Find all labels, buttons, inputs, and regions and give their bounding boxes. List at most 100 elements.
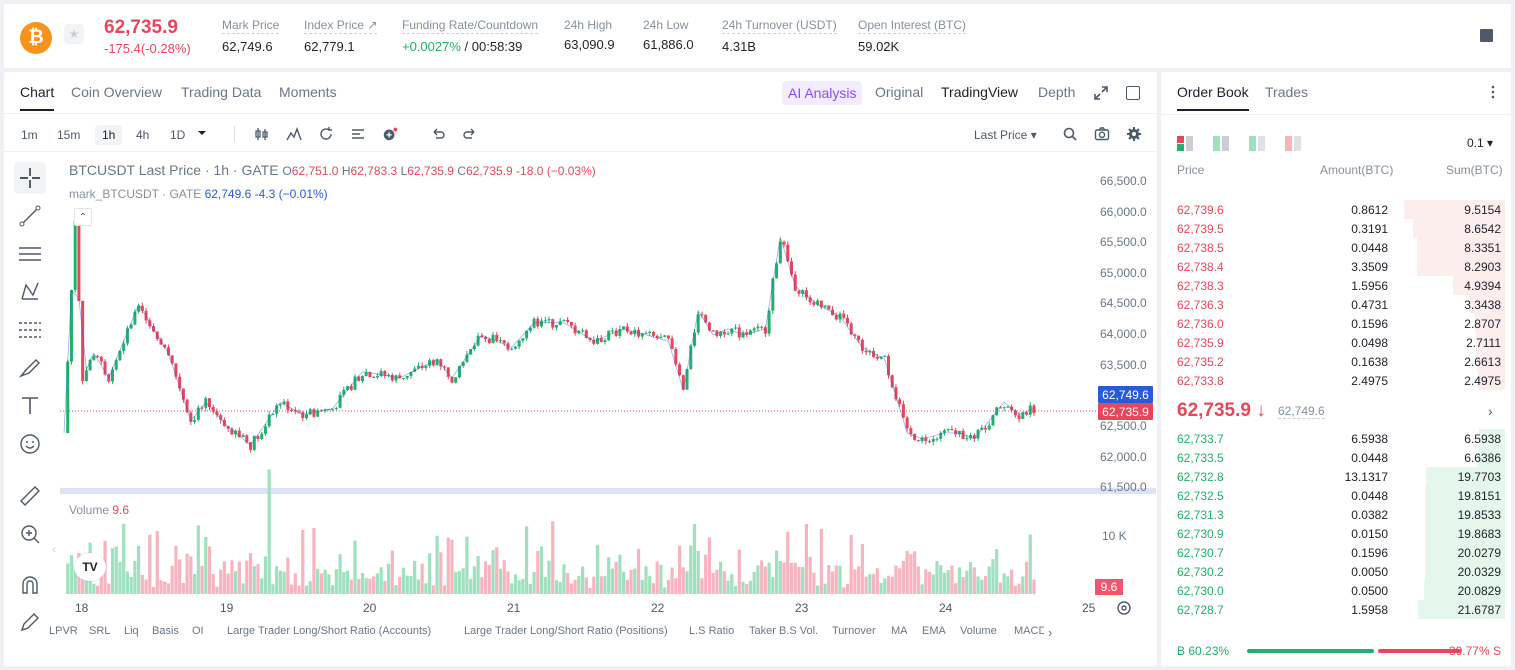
interval-4h[interactable]: 4h <box>136 128 150 142</box>
bid-row[interactable]: 62,732.8 13.1317 19.7703 <box>1161 467 1511 486</box>
expand-icon[interactable] <box>1094 86 1108 100</box>
ask-row[interactable]: 62,736.0 0.1596 2.8707 <box>1161 314 1511 333</box>
ask-row[interactable]: 62,739.6 0.8612 9.5154 <box>1161 200 1511 219</box>
refresh-icon[interactable] <box>318 126 334 142</box>
favorite-star-icon[interactable]: ★ <box>64 24 84 44</box>
bid-row[interactable]: 62,728.7 1.5958 21.6787 <box>1161 600 1511 619</box>
emoji-tool-icon[interactable] <box>14 428 46 460</box>
volume-bar <box>838 565 842 594</box>
ask-row[interactable]: 62,735.2 0.1638 2.6613 <box>1161 352 1511 371</box>
ask-row[interactable]: 62,733.8 2.4975 2.4975 <box>1161 371 1511 390</box>
redo-icon[interactable] <box>462 126 478 142</box>
trend-line-tool-icon[interactable] <box>14 200 46 232</box>
more-vertical-icon[interactable] <box>1491 85 1495 99</box>
ask-row[interactable]: 62,738.5 0.0448 8.3351 <box>1161 238 1511 257</box>
pane-separator[interactable] <box>60 488 1156 494</box>
indicator-item[interactable]: Large Trader Long/Short Ratio (Accounts) <box>227 625 432 637</box>
tab-trading-data[interactable]: Trading Data <box>181 84 262 100</box>
collapse-left-icon[interactable]: ‹ <box>52 542 56 556</box>
axis-settings-icon[interactable] <box>1116 600 1132 616</box>
chevron-down-icon[interactable] <box>197 128 207 138</box>
bid-row[interactable]: 62,730.0 0.0500 20.0829 <box>1161 581 1511 600</box>
magnet-tool-icon[interactable] <box>14 570 46 602</box>
tab-order-book[interactable]: Order Book <box>1177 84 1249 111</box>
volume-bar <box>610 568 615 594</box>
interval-15m[interactable]: 15m <box>57 128 81 142</box>
tab-moments[interactable]: Moments <box>279 84 337 100</box>
ask-row[interactable]: 62,735.9 0.0498 2.7111 <box>1161 333 1511 352</box>
indicator-item[interactable]: Volume <box>960 625 997 637</box>
indicators-icon[interactable] <box>286 126 302 142</box>
indicator-item[interactable]: LPVR <box>49 625 78 637</box>
book-mode-both-icon[interactable] <box>1177 136 1193 151</box>
list-settings-icon[interactable] <box>350 126 366 142</box>
indicator-item[interactable]: Large Trader Long/Short Ratio (Positions… <box>464 625 668 637</box>
view-original[interactable]: Original <box>875 84 924 100</box>
gear-icon[interactable] <box>1126 126 1142 142</box>
interval-1d[interactable]: 1D <box>170 128 186 142</box>
undo-icon[interactable] <box>430 126 446 142</box>
indicator-item[interactable]: EMA <box>922 625 946 637</box>
indicator-item[interactable]: Basis <box>152 625 179 637</box>
fib-tool-icon[interactable] <box>14 314 46 346</box>
bid-row[interactable]: 62,730.2 0.0050 20.0329 <box>1161 562 1511 581</box>
pencil-tool-icon[interactable] <box>14 606 46 638</box>
candle-body <box>599 338 603 343</box>
zoom-tool-icon[interactable] <box>14 518 46 550</box>
interval-1h[interactable]: 1h <box>95 125 123 145</box>
chevron-right-icon[interactable]: › <box>1048 625 1053 640</box>
search-icon[interactable] <box>1062 126 1078 142</box>
book-icon[interactable] <box>1480 29 1493 42</box>
book-mode-bids-icon[interactable] <box>1213 136 1229 151</box>
camera-icon[interactable] <box>1094 126 1110 142</box>
indicator-item[interactable]: MA <box>891 625 908 637</box>
volume-bar <box>289 584 294 594</box>
indicator-item[interactable]: Turnover <box>832 625 876 637</box>
bid-row[interactable]: 62,733.5 0.0448 6.6386 <box>1161 448 1511 467</box>
candle-body <box>469 349 473 355</box>
bid-row[interactable]: 62,733.7 6.5938 6.5938 <box>1161 429 1511 448</box>
text-tool-icon[interactable] <box>14 390 46 422</box>
indicator-item[interactable]: Taker B.S Vol. <box>749 625 819 637</box>
add-indicator-icon[interactable] <box>382 126 398 142</box>
bid-row[interactable]: 62,732.5 0.0448 19.8151 <box>1161 486 1511 505</box>
bid-row[interactable]: 62,730.9 0.0150 19.8683 <box>1161 524 1511 543</box>
tab-coin-overview[interactable]: Coin Overview <box>71 84 163 100</box>
view-depth[interactable]: Depth <box>1038 84 1076 100</box>
candlestick-chart[interactable] <box>4 72 1157 666</box>
candle-body <box>845 317 849 324</box>
candle-body <box>857 335 861 340</box>
collapse-legend-icon[interactable]: ⌃ <box>74 208 92 226</box>
pattern-tool-icon[interactable] <box>14 276 46 308</box>
crosshair-tool-icon[interactable] <box>14 162 46 194</box>
ask-row[interactable]: 62,738.3 1.5956 4.9394 <box>1161 276 1511 295</box>
volume-bar <box>498 568 503 594</box>
ai-analysis-button[interactable]: A͏I Analysis <box>782 81 863 105</box>
chevron-right-icon[interactable]: › <box>1488 403 1493 419</box>
indicator-item[interactable]: L.S Ratio <box>689 625 735 637</box>
fullscreen-icon[interactable] <box>1126 86 1140 100</box>
indicator-item[interactable]: OI <box>192 625 204 637</box>
ask-row[interactable]: 62,739.5 0.3191 8.6542 <box>1161 219 1511 238</box>
indicator-item[interactable]: SRL <box>89 625 111 637</box>
bid-row[interactable]: 62,730.7 0.1596 20.0279 <box>1161 543 1511 562</box>
ruler-tool-icon[interactable] <box>14 480 46 512</box>
tab-trades[interactable]: Trades <box>1265 84 1309 100</box>
candle-body <box>793 274 797 291</box>
book-mode-bids-alt-icon[interactable] <box>1249 136 1265 151</box>
interval-1m[interactable]: 1m <box>21 128 38 142</box>
tab-chart[interactable]: Chart <box>20 84 55 111</box>
ask-row[interactable]: 62,738.4 3.3509 8.2903 <box>1161 257 1511 276</box>
bid-row[interactable]: 62,731.3 0.0382 19.8533 <box>1161 505 1511 524</box>
book-mode-asks-icon[interactable] <box>1285 136 1301 151</box>
candle-type-icon[interactable] <box>254 126 270 142</box>
index-price-stat[interactable]: Index Price ↗ 62,779.1 <box>304 18 378 54</box>
view-tradingview[interactable]: TradingView <box>941 84 1019 100</box>
indicator-item[interactable]: Liq <box>124 625 139 637</box>
brush-tool-icon[interactable] <box>14 352 46 384</box>
ask-row[interactable]: 62,736.3 0.4731 3.3438 <box>1161 295 1511 314</box>
price-type-select[interactable]: Last Price ▾ <box>974 128 1037 142</box>
tick-size-select[interactable]: 0.1 ▾ <box>1467 136 1494 150</box>
indicator-item[interactable]: MACD <box>1014 625 1044 637</box>
horizontal-lines-tool-icon[interactable] <box>14 238 46 270</box>
